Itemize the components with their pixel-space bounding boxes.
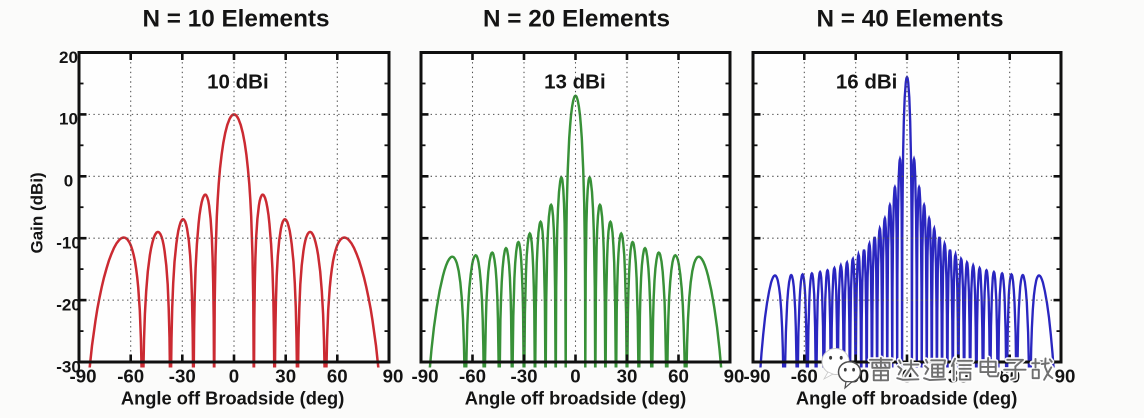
svg-text:-30: -30 xyxy=(56,357,81,376)
svg-text:-60: -60 xyxy=(117,366,144,387)
svg-text:60: 60 xyxy=(327,366,348,387)
svg-text:-90: -90 xyxy=(411,366,438,387)
svg-text:30: 30 xyxy=(275,366,296,387)
svg-text:-20: -20 xyxy=(56,295,81,314)
svg-text:-10: -10 xyxy=(56,234,81,253)
svg-text:-30: -30 xyxy=(169,366,196,387)
svg-text:N = 10 Elements: N = 10 Elements xyxy=(142,6,329,33)
svg-text:30: 30 xyxy=(617,366,638,387)
svg-text:N = 40 Elements: N = 40 Elements xyxy=(816,6,1003,33)
svg-text:90: 90 xyxy=(383,366,404,387)
svg-text:0: 0 xyxy=(570,366,580,387)
svg-text:0: 0 xyxy=(229,366,239,387)
svg-text:Angle off Broadside (deg): Angle off Broadside (deg) xyxy=(121,388,344,409)
svg-text:20: 20 xyxy=(59,48,78,67)
svg-text:Gain (dBi): Gain (dBi) xyxy=(28,172,47,253)
svg-text:Angle off broadside (deg): Angle off broadside (deg) xyxy=(796,388,1017,409)
svg-text:-60: -60 xyxy=(459,366,486,387)
svg-text:10 dBi: 10 dBi xyxy=(207,71,269,94)
svg-text:-60: -60 xyxy=(791,366,818,387)
svg-text:-30: -30 xyxy=(510,366,537,387)
svg-text:16 dBi: 16 dBi xyxy=(836,71,898,94)
svg-text:10: 10 xyxy=(59,110,78,129)
svg-text:60: 60 xyxy=(668,366,689,387)
svg-text:0: 0 xyxy=(64,172,73,191)
svg-text:90: 90 xyxy=(1055,366,1076,387)
svg-text:Angle off broadside (deg): Angle off broadside (deg) xyxy=(465,388,686,409)
svg-text:90: 90 xyxy=(724,366,745,387)
svg-text:N = 20 Elements: N = 20 Elements xyxy=(483,6,670,33)
svg-text:-90: -90 xyxy=(743,366,770,387)
svg-text:13 dBi: 13 dBi xyxy=(544,71,606,94)
svg-text:-90: -90 xyxy=(69,366,96,387)
